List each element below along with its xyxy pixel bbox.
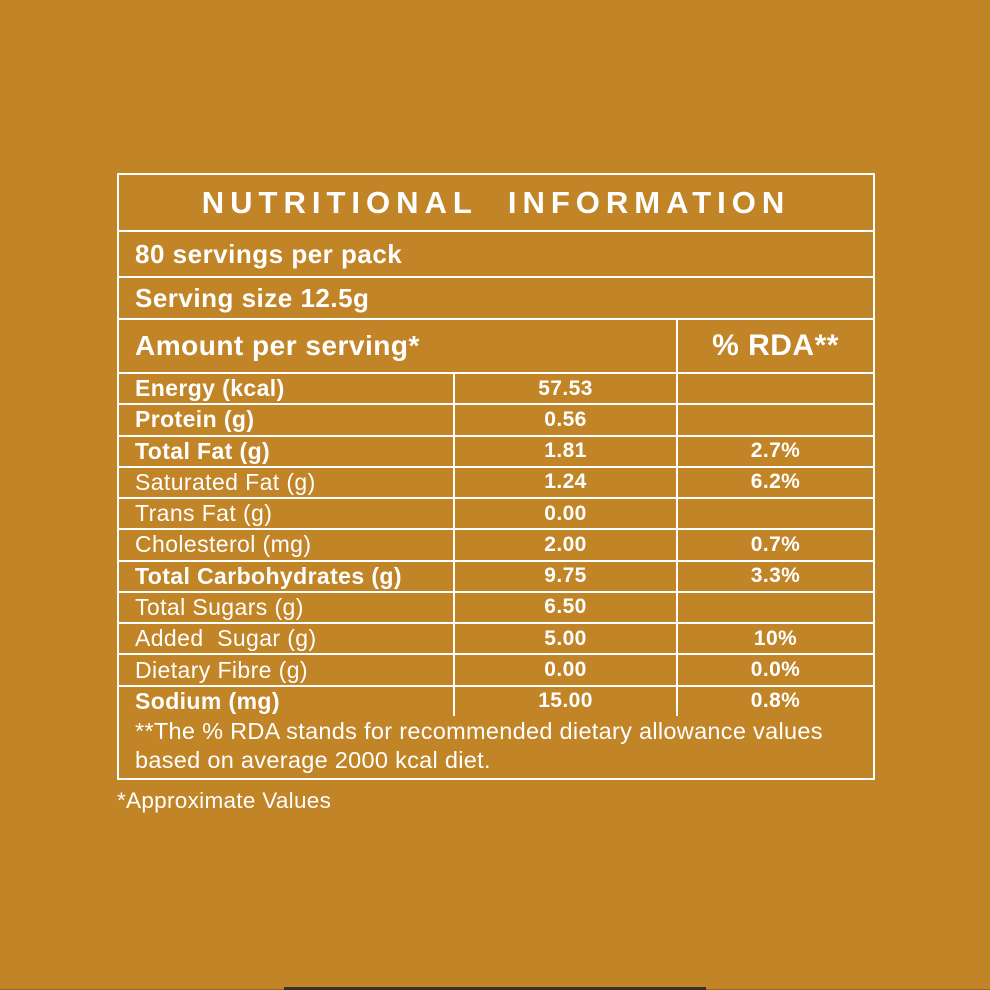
serving-size-row: Serving size 12.5g	[119, 276, 873, 318]
nutrient-amount-cell: 1.81	[453, 436, 676, 466]
table-row: Sodium (mg) 15.00 0.8%	[119, 684, 873, 716]
table-row: Dietary Fibre (g) 0.00 0.0%	[119, 653, 873, 685]
nutrient-label: Total Sugars (g)	[135, 593, 304, 620]
nutrient-rda-cell	[676, 592, 873, 623]
nutrient-label-cell: Trans Fat (g)	[119, 499, 453, 528]
table-row: Protein (g) 0.56	[119, 403, 873, 435]
nutrient-label: Added Sugar (g)	[135, 625, 317, 652]
servings-per-pack-row: 80 servings per pack	[119, 230, 873, 276]
nutrient-amount-cell: 1.24	[453, 467, 676, 498]
nutrient-label-cell: Cholesterol (mg)	[119, 530, 453, 559]
nutrient-label: Protein (g)	[135, 406, 255, 433]
table-row: Trans Fat (g) 0.00	[119, 497, 873, 529]
nutrient-label-cell: Added Sugar (g)	[119, 624, 453, 653]
nutrient-amount: 0.00	[544, 658, 587, 682]
nutrient-rda-cell	[676, 374, 873, 404]
nutrient-amount-cell: 15.00	[453, 686, 676, 716]
nutrient-rda-cell: 0.7%	[676, 530, 873, 560]
nutrient-label-cell: Dietary Fibre (g)	[119, 655, 453, 684]
nutrition-label-panel: NUTRITIONAL INFORMATION 80 servings per …	[117, 173, 875, 780]
nutrient-amount: 0.56	[544, 407, 587, 431]
nutrient-rda: 2.7%	[750, 439, 801, 463]
nutrient-rda-cell: 10%	[676, 624, 873, 654]
nutrient-rda-cell: 3.3%	[676, 561, 873, 591]
amount-per-serving-header: Amount per serving*	[135, 330, 420, 361]
nutrient-label: Total Carbohydrates (g)	[135, 562, 402, 589]
nutrient-label-cell: Energy (kcal)	[119, 374, 453, 403]
nutrient-rows: Energy (kcal) 57.53 Protein (g) 0.56 Tot…	[119, 372, 873, 716]
servings-per-pack-text: 80 servings per pack	[135, 238, 403, 269]
table-row: Added Sugar (g) 5.00 10%	[119, 622, 873, 654]
nutrient-label-cell: Sodium (mg)	[119, 687, 453, 716]
table-row: Energy (kcal) 57.53	[119, 372, 873, 404]
table-row: Cholesterol (mg) 2.00 0.7%	[119, 528, 873, 560]
nutrient-amount: 15.00	[538, 689, 593, 713]
nutrient-amount-cell: 0.00	[453, 655, 676, 685]
nutrient-amount-cell: 9.75	[453, 561, 676, 591]
nutrient-label: Sodium (mg)	[135, 687, 280, 714]
nutrient-amount: 9.75	[544, 564, 587, 588]
nutrient-rda-cell: 0.8%	[676, 686, 873, 716]
nutrient-rda-cell: 6.2%	[676, 467, 873, 498]
nutrient-amount-cell: 57.53	[453, 374, 676, 404]
nutrient-rda-cell: 2.7%	[676, 436, 873, 466]
table-row: Saturated Fat (g) 1.24 6.2%	[119, 465, 873, 498]
rda-footnote-text: **The % RDA stands for recommended dieta…	[135, 717, 823, 773]
nutrient-amount: 1.81	[544, 439, 587, 463]
nutrient-amount-cell: 2.00	[453, 530, 676, 560]
nutrient-rda-cell	[676, 499, 873, 529]
table-row: Total Sugars (g) 6.50	[119, 590, 873, 623]
nutrient-label: Energy (kcal)	[135, 375, 285, 402]
nutrient-amount: 0.00	[544, 501, 587, 525]
rda-header: % RDA**	[676, 320, 873, 372]
nutrient-amount: 57.53	[538, 376, 593, 400]
nutrient-label: Trans Fat (g)	[135, 500, 273, 527]
nutrient-label-cell: Total Carbohydrates (g)	[119, 562, 453, 591]
serving-size-text: Serving size 12.5g	[135, 282, 370, 313]
nutrient-amount-cell: 5.00	[453, 624, 676, 654]
nutrition-title-row: NUTRITIONAL INFORMATION	[119, 175, 873, 230]
nutrient-rda: 6.2%	[750, 470, 801, 494]
nutrient-label-cell: Saturated Fat (g)	[119, 468, 453, 497]
rda-footnote-row: **The % RDA stands for recommended dieta…	[119, 716, 873, 778]
nutrient-rda: 0.7%	[750, 532, 801, 556]
nutrient-amount: 2.00	[544, 532, 587, 556]
nutrient-label: Saturated Fat (g)	[135, 468, 316, 495]
approximate-values-note: *Approximate Values	[117, 788, 332, 813]
nutrient-amount-cell: 0.56	[453, 405, 676, 435]
nutrient-amount-cell: 6.50	[453, 592, 676, 623]
nutrient-rda: 3.3%	[750, 564, 801, 588]
nutrient-label-cell: Total Fat (g)	[119, 437, 453, 466]
nutrient-rda: 0.0%	[750, 658, 801, 682]
nutrient-amount: 5.00	[544, 626, 587, 650]
nutrient-rda-cell: 0.0%	[676, 655, 873, 685]
bottom-center-mark	[284, 987, 706, 990]
nutrient-label: Dietary Fibre (g)	[135, 656, 308, 683]
nutrient-amount-cell: 0.00	[453, 499, 676, 529]
nutrient-amount: 6.50	[544, 595, 587, 619]
nutrient-label-cell: Total Sugars (g)	[119, 593, 453, 622]
nutrient-amount: 1.24	[544, 470, 587, 494]
nutrient-rda: 10%	[753, 626, 798, 650]
table-row: Total Carbohydrates (g) 9.75 3.3%	[119, 559, 873, 591]
nutrient-label: Total Fat (g)	[135, 437, 271, 464]
table-row: Total Fat (g) 1.81 2.7%	[119, 434, 873, 466]
page-title: NUTRITIONAL INFORMATION	[201, 184, 791, 220]
table-header-row: Amount per serving* % RDA**	[119, 318, 873, 372]
nutrient-label: Cholesterol (mg)	[135, 531, 312, 558]
nutrient-rda: 0.8%	[750, 689, 801, 713]
nutrient-rda-cell	[676, 405, 873, 435]
nutrient-label-cell: Protein (g)	[119, 405, 453, 434]
